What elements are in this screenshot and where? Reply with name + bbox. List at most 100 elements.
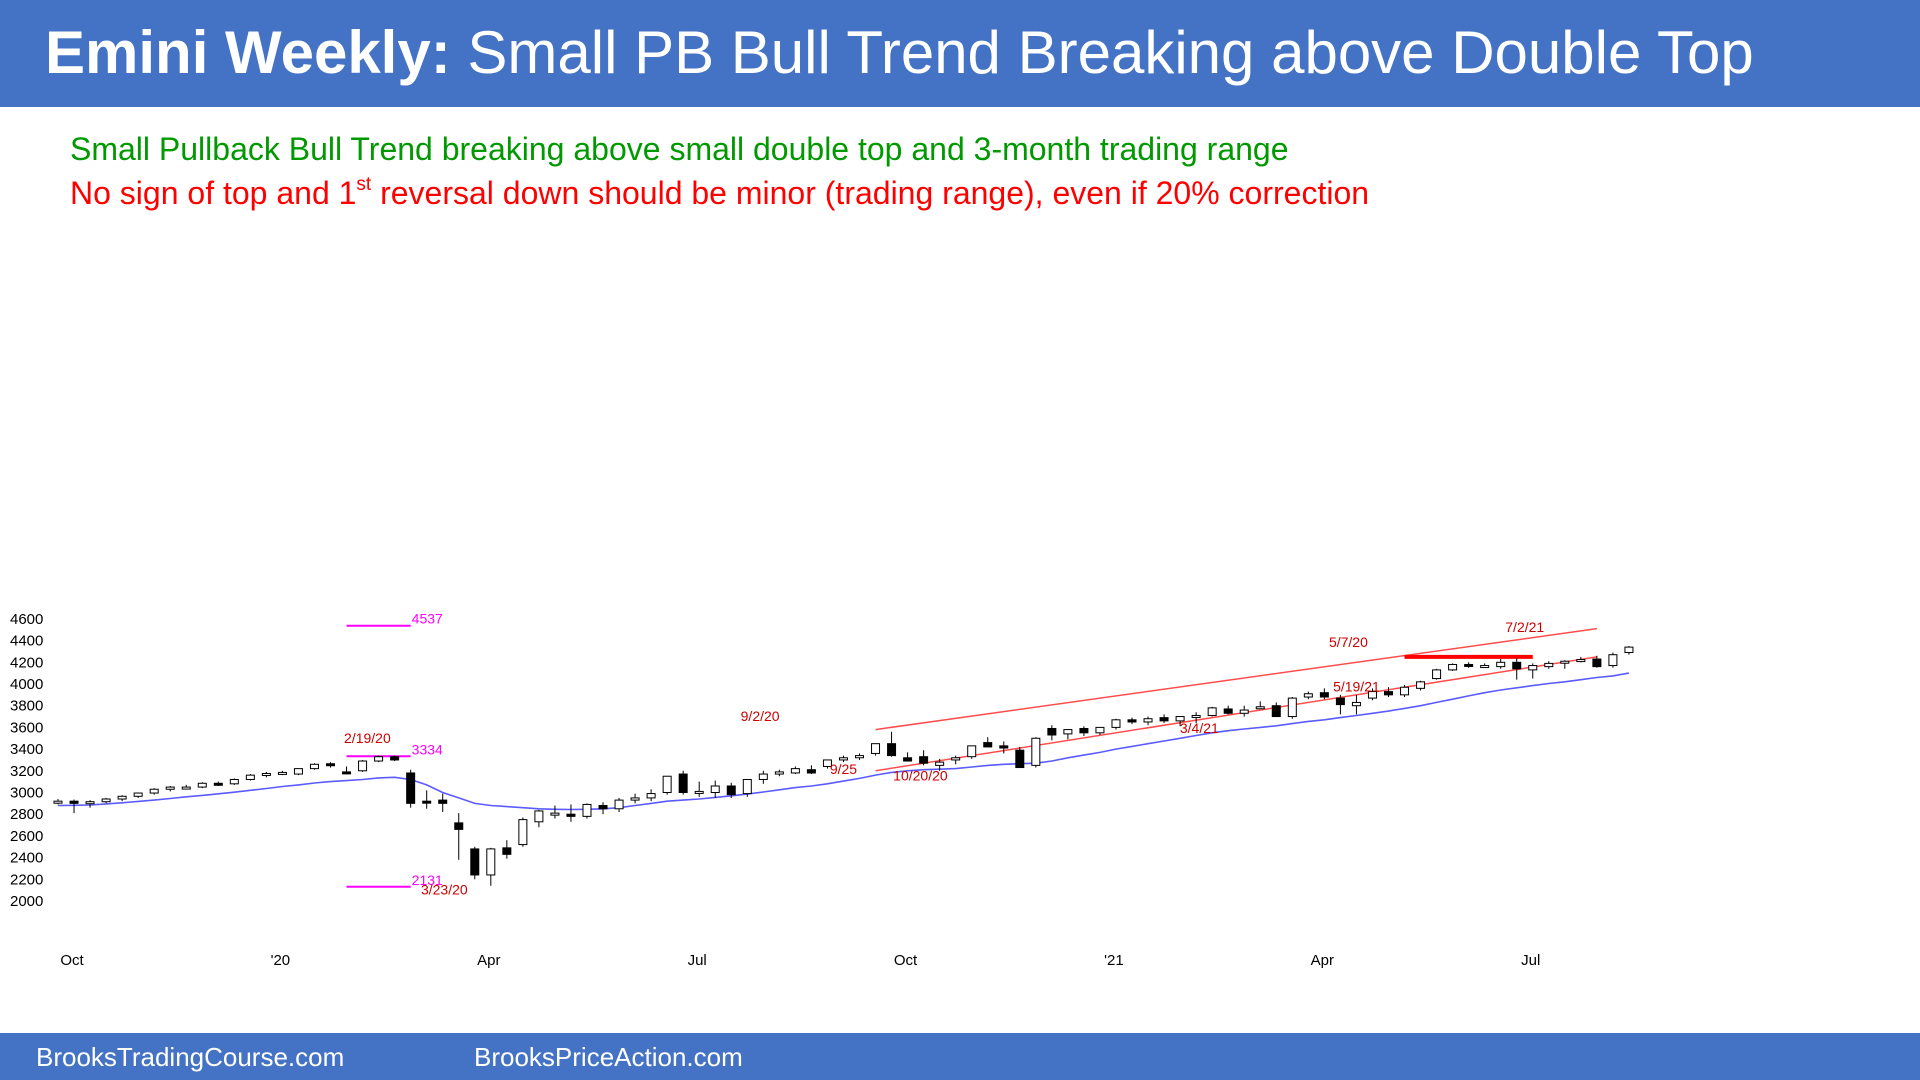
bull-candle-body: [758, 773, 768, 780]
footer-link-trading-course[interactable]: BrooksTradingCourse.com: [36, 1042, 345, 1072]
footer-link-price-action[interactable]: BrooksPriceAction.com: [474, 1042, 743, 1072]
y-tick-label: 2000: [10, 893, 43, 910]
date-annotation: 10/20/20: [893, 768, 948, 784]
bear-candle-body: [598, 805, 608, 810]
bull-candle-body: [1143, 718, 1153, 723]
bear-candle-body: [1015, 749, 1025, 769]
bull-candle-body: [694, 790, 704, 794]
bear-candle-body: [470, 848, 480, 876]
bull-candle-body: [614, 799, 624, 810]
magnet-label: 2131: [412, 872, 443, 888]
date-annotation: 3/4/21: [1180, 720, 1219, 736]
y-tick-label: 2800: [10, 806, 43, 823]
x-tick-label: Jul: [688, 952, 707, 969]
bull-candle-body: [742, 778, 752, 795]
bull-candle-body: [53, 800, 63, 804]
bull-candle-body: [1432, 669, 1442, 680]
bull-candle-body: [1400, 686, 1410, 696]
footer-bar: BrooksTradingCourse.com BrooksPriceActio…: [0, 1033, 1920, 1080]
bull-candle-body: [1608, 654, 1618, 667]
bull-candle-body: [1191, 714, 1201, 718]
bear-candle-body: [1223, 708, 1233, 714]
bull-candle-body: [534, 810, 544, 823]
x-tick-label: Oct: [894, 952, 918, 969]
bear-candle-body: [806, 769, 816, 774]
bear-candle-body: [983, 742, 993, 748]
bull-candle-body: [309, 763, 319, 770]
bear-candle-body: [406, 772, 416, 804]
y-tick-label: 4000: [10, 676, 43, 693]
bull-candle-body: [1031, 737, 1041, 766]
bull-candle-body: [838, 757, 848, 761]
magnet-label: 3334: [412, 741, 443, 757]
bull-candle-body: [935, 761, 945, 766]
bear-candle-body: [903, 757, 913, 762]
y-tick-label: 3600: [10, 719, 43, 736]
bull-candle-body: [1287, 697, 1297, 718]
y-tick-label: 4200: [10, 654, 43, 671]
subtitle-red-after: reversal down should be minor (trading r…: [371, 175, 1370, 211]
bull-candle-body: [117, 795, 127, 800]
bull-candle-body: [277, 771, 287, 775]
bear-candle-body: [1127, 719, 1137, 723]
bear-candle-body: [1383, 691, 1393, 696]
bear-candle-body: [69, 800, 79, 804]
bull-candle-body: [550, 812, 560, 816]
bull-candle-body: [1351, 701, 1361, 707]
x-tick-label: '21: [1104, 952, 1124, 969]
bull-candle-body: [1416, 681, 1426, 689]
bull-candle-body: [486, 848, 496, 876]
bull-candle-body: [774, 771, 784, 775]
magnet-label: 4537: [412, 611, 443, 627]
bull-candle-body: [101, 798, 111, 803]
bull-candle-body: [1111, 719, 1121, 728]
bull-candle-body: [1576, 659, 1586, 663]
x-tick-label: Apr: [1311, 952, 1334, 969]
bull-candle-body: [1560, 660, 1570, 664]
date-annotation: 9/2/20: [741, 708, 780, 724]
y-tick-label: 2600: [10, 828, 43, 845]
bull-candle-body: [374, 756, 384, 762]
bear-candle-body: [1335, 697, 1345, 706]
y-tick-label: 3800: [10, 698, 43, 715]
bull-candle-body: [1624, 646, 1634, 654]
bear-candle-body: [1159, 717, 1169, 722]
x-tick-label: '20: [271, 952, 291, 969]
bear-candle-body: [1047, 727, 1057, 736]
date-annotation: 9/25: [830, 761, 857, 777]
bull-candle-body: [1448, 663, 1458, 671]
bull-candle-body: [582, 803, 592, 817]
bull-candle-body: [1480, 665, 1490, 669]
x-tick-label: Jul: [1521, 952, 1540, 969]
weekly-candlestick-chart: 2000 2200 2400 2600 2800 3000 3200 3400 3600 3800…: [10, 611, 1634, 969]
bull-candle-body: [871, 743, 881, 754]
bear-candle-body: [342, 771, 352, 775]
bull-candle-body: [181, 786, 191, 790]
ema-line: [57, 672, 1630, 811]
bull-candle-body: [518, 819, 528, 846]
bull-candle-body: [822, 759, 832, 767]
bull-candle-body: [630, 797, 640, 801]
bull-candle-body: [293, 768, 303, 775]
bear-candle-body: [1079, 727, 1089, 734]
date-annotation: 5/19/21: [1333, 679, 1380, 695]
bull-candle-body: [245, 774, 255, 780]
subtitle-red-superscript: st: [356, 174, 372, 195]
bear-candle-body: [1592, 658, 1602, 668]
bear-candle-body: [390, 756, 400, 761]
bull-candle-body: [133, 792, 143, 797]
bear-candle-body: [502, 847, 512, 855]
bull-candle-body: [1207, 707, 1217, 716]
bull-candle-body: [1063, 729, 1073, 735]
date-annotation: 5/7/20: [1329, 634, 1368, 650]
bull-candle-body: [149, 788, 159, 794]
bull-candle-body: [1175, 716, 1185, 722]
bear-candle-body: [1512, 661, 1522, 670]
bull-candle-body: [710, 785, 720, 793]
bull-candle-body: [197, 782, 207, 788]
bull-candle-body: [967, 745, 977, 758]
bull-candle-body: [1544, 662, 1554, 668]
bull-candle-body: [1255, 706, 1265, 710]
subtitle-red: No sign of top and 1st reversal down sho…: [70, 175, 1369, 212]
bear-candle-body: [1271, 705, 1281, 718]
